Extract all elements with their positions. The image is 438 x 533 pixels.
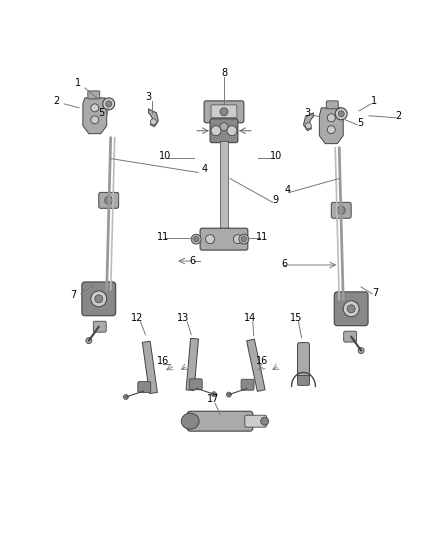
Text: 10: 10 [269,151,282,160]
Text: 17: 17 [207,394,219,405]
FancyBboxPatch shape [99,192,119,208]
Bar [142,341,157,393]
Text: 11: 11 [256,232,268,242]
FancyBboxPatch shape [88,91,100,99]
Circle shape [233,235,242,244]
Text: 16: 16 [256,356,268,366]
Circle shape [226,392,231,397]
Text: 9: 9 [272,196,279,205]
Text: 4: 4 [285,185,291,196]
Text: 7: 7 [70,290,76,300]
Ellipse shape [261,417,268,425]
Text: 8: 8 [221,68,227,78]
FancyBboxPatch shape [93,321,106,332]
Bar [247,339,265,391]
Text: 1: 1 [75,78,81,88]
FancyBboxPatch shape [200,228,248,250]
Circle shape [191,234,201,244]
FancyBboxPatch shape [297,343,309,382]
Circle shape [91,104,99,112]
Circle shape [239,234,249,244]
Text: 13: 13 [177,313,189,323]
Text: 3: 3 [145,92,152,102]
Text: 3: 3 [304,108,311,118]
FancyBboxPatch shape [326,101,338,109]
Circle shape [338,111,344,117]
Text: 16: 16 [157,356,170,366]
Text: 14: 14 [244,313,256,323]
Text: 5: 5 [357,118,363,128]
Circle shape [337,206,345,214]
FancyBboxPatch shape [189,379,202,390]
Ellipse shape [181,413,199,429]
FancyBboxPatch shape [241,379,254,390]
FancyBboxPatch shape [82,282,116,316]
FancyBboxPatch shape [211,105,237,118]
Text: 4: 4 [202,164,208,174]
Text: 1: 1 [371,96,377,106]
Circle shape [327,126,335,134]
Polygon shape [83,98,107,134]
Circle shape [194,237,198,241]
Circle shape [91,116,99,124]
FancyBboxPatch shape [204,101,244,123]
FancyBboxPatch shape [297,375,309,385]
Circle shape [150,119,156,125]
FancyBboxPatch shape [331,203,351,218]
Circle shape [103,98,115,110]
Circle shape [220,123,228,131]
Circle shape [305,123,311,129]
Circle shape [241,237,246,241]
FancyBboxPatch shape [187,411,253,431]
FancyBboxPatch shape [245,415,267,427]
Text: 2: 2 [53,96,59,106]
Text: 6: 6 [282,259,288,269]
FancyBboxPatch shape [344,331,357,342]
FancyBboxPatch shape [334,292,368,326]
Circle shape [124,394,128,399]
Circle shape [105,196,113,204]
Text: 5: 5 [99,108,105,118]
Text: 12: 12 [131,313,144,323]
Polygon shape [304,113,314,131]
Circle shape [95,295,103,303]
Text: 15: 15 [290,313,303,323]
Circle shape [211,126,221,136]
Circle shape [91,291,107,307]
Text: 10: 10 [159,151,171,160]
Text: 7: 7 [372,288,378,298]
FancyBboxPatch shape [210,119,238,143]
Polygon shape [319,108,343,144]
Text: 6: 6 [189,256,195,266]
Text: 11: 11 [157,232,170,242]
Circle shape [106,101,112,107]
FancyBboxPatch shape [138,382,151,392]
Circle shape [347,305,355,313]
Bar [220,141,228,230]
Circle shape [86,337,92,344]
Circle shape [358,348,364,353]
Circle shape [205,235,215,244]
Circle shape [343,301,359,317]
Circle shape [212,392,216,397]
Circle shape [327,114,335,122]
Circle shape [220,108,228,116]
Circle shape [335,108,347,120]
Circle shape [227,126,237,136]
Text: 2: 2 [396,111,402,121]
Bar [186,338,198,391]
Polygon shape [148,109,159,127]
